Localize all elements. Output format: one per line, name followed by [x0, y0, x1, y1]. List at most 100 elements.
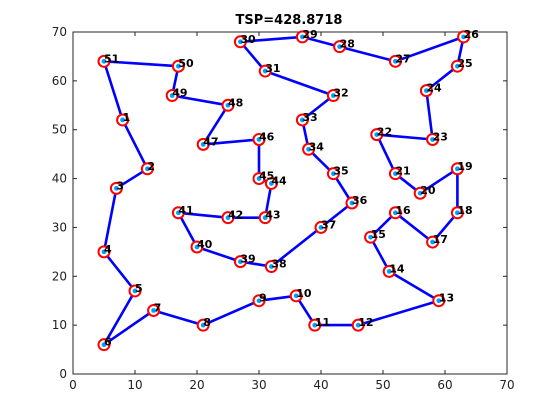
- city-label: 51: [104, 52, 119, 65]
- x-tick-label: 60: [437, 378, 452, 392]
- city-point-center: [194, 244, 200, 250]
- x-tick-label: 30: [251, 378, 266, 392]
- city-point-center: [120, 117, 125, 123]
- city-point-center: [200, 322, 206, 328]
- city-label: 19: [457, 160, 472, 173]
- city-point-center: [393, 58, 398, 64]
- city-label: 25: [457, 57, 472, 70]
- city-label: 11: [315, 316, 330, 329]
- city-label: 12: [358, 316, 373, 329]
- x-tick-label: 0: [69, 378, 77, 392]
- route-layer: [102, 35, 465, 347]
- tsp-route-line: [102, 35, 465, 347]
- city-label: 26: [464, 28, 480, 41]
- city-point-center: [417, 190, 423, 196]
- city-point-center: [349, 200, 355, 206]
- y-tick-label: 50: [52, 123, 67, 137]
- city-label: 7: [154, 301, 162, 314]
- city-label: 36: [352, 194, 368, 207]
- city-label: 31: [265, 62, 280, 75]
- city-point-center: [355, 322, 361, 328]
- city-label: 24: [426, 82, 442, 95]
- city-label: 6: [104, 336, 112, 349]
- city-label: 20: [420, 184, 436, 197]
- city-point-center: [393, 210, 398, 216]
- city-point-center: [169, 93, 175, 98]
- y-tick-label: 10: [52, 318, 67, 332]
- city-point-center: [331, 93, 336, 98]
- city-label: 4: [104, 243, 112, 256]
- city-label: 23: [433, 130, 448, 143]
- city-label: 42: [228, 209, 243, 222]
- chart-title: TSP=428.8718: [236, 13, 343, 28]
- city-layer: [97, 30, 471, 352]
- y-tick-label: 40: [52, 172, 67, 186]
- x-tick-label: 10: [127, 378, 142, 392]
- city-point-center: [176, 63, 181, 69]
- y-tick-label: 60: [52, 74, 67, 88]
- city-label: 2: [147, 160, 155, 173]
- city-label: 27: [395, 52, 410, 65]
- city-point-center: [269, 264, 274, 269]
- city-label: 22: [377, 126, 392, 139]
- y-tick-label: 30: [52, 220, 67, 234]
- city-point-center: [436, 298, 442, 304]
- city-point-center: [101, 58, 107, 64]
- city-label: 38: [271, 258, 286, 271]
- city-point-center: [368, 234, 373, 240]
- city-point-center: [430, 137, 435, 142]
- city-point-center: [312, 322, 318, 328]
- city-point-center: [300, 117, 305, 123]
- city-label: 17: [433, 233, 448, 246]
- city-point-center: [455, 166, 460, 172]
- city-point-center: [374, 132, 380, 138]
- city-point-center: [331, 171, 336, 177]
- city-label: 9: [259, 292, 267, 305]
- city-label: 34: [309, 140, 325, 153]
- city-label: 44: [271, 174, 287, 187]
- city-point-center: [461, 34, 466, 40]
- city-label: 29: [302, 28, 317, 41]
- city-point-center: [424, 88, 429, 94]
- city-label: 14: [389, 262, 405, 275]
- city-label: 16: [395, 204, 411, 217]
- city-label: 3: [116, 179, 124, 192]
- city-label: 30: [240, 33, 256, 46]
- city-point-center: [238, 259, 243, 265]
- city-point-center: [256, 137, 262, 142]
- city-label: 35: [333, 165, 348, 178]
- city-label: 47: [203, 135, 218, 148]
- city-label: 13: [439, 292, 454, 305]
- city-label: 45: [259, 170, 274, 183]
- city-point-center: [430, 239, 435, 245]
- city-point-center: [145, 166, 150, 172]
- y-tick-label: 70: [52, 25, 67, 39]
- city-label: 40: [197, 238, 213, 251]
- city-point-center: [293, 293, 299, 299]
- city-point-center: [238, 39, 243, 45]
- city-point-center: [318, 225, 324, 230]
- city-point-center: [200, 141, 206, 147]
- x-tick-label: 20: [189, 378, 204, 392]
- city-point-center: [101, 342, 107, 348]
- x-tick-label: 40: [313, 378, 328, 392]
- city-label: 48: [228, 96, 243, 109]
- city-point-center: [300, 34, 305, 40]
- city-point-center: [455, 210, 460, 216]
- city-label: 43: [265, 209, 280, 222]
- city-point-center: [306, 146, 311, 152]
- x-axis: 0 10 20 30 40 50 60 70: [69, 32, 515, 392]
- city-label: 50: [178, 57, 194, 70]
- city-label: 21: [395, 165, 410, 178]
- city-label: 1: [123, 111, 131, 124]
- city-point-center: [269, 181, 274, 186]
- city-label: 28: [340, 38, 355, 51]
- city-label: 46: [259, 130, 275, 143]
- city-label: 8: [203, 316, 211, 329]
- city-point-center: [256, 298, 262, 304]
- city-label: 33: [302, 111, 317, 124]
- city-point-center: [386, 269, 392, 274]
- city-label: 18: [457, 204, 472, 217]
